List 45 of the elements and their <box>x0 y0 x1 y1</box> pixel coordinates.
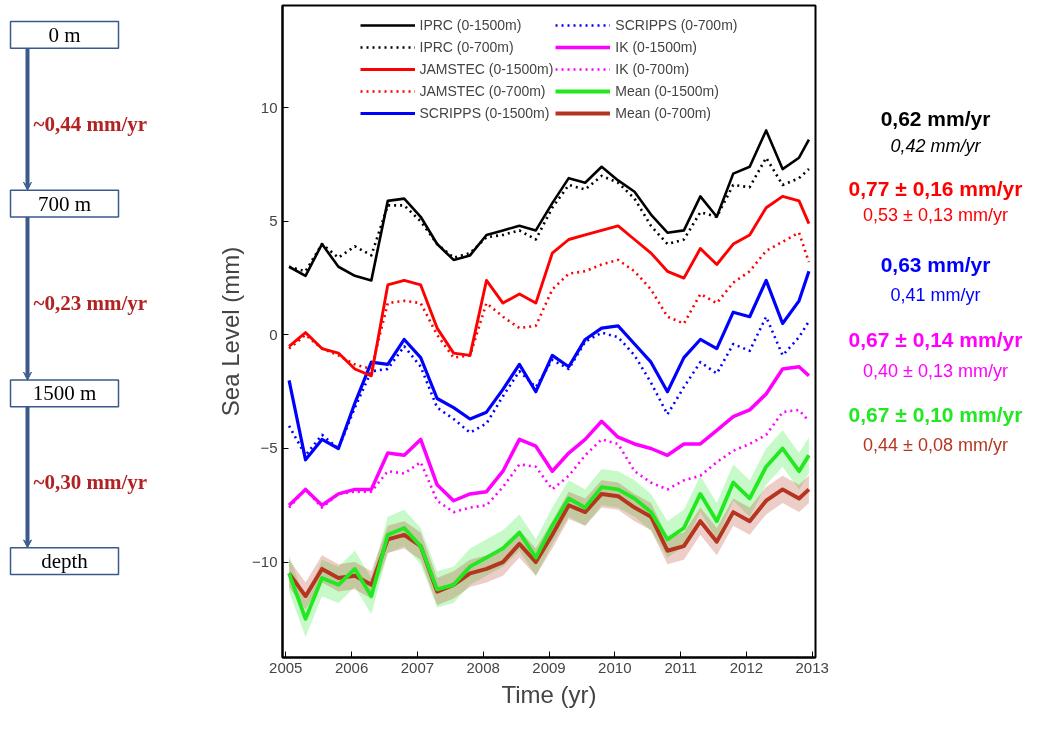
text: 0,42 mm/yr <box>890 135 982 156</box>
text: 0,40 ± 0,13 mm/yr <box>863 361 1008 382</box>
y-tick-label: −5 <box>260 439 278 457</box>
x-tick-label: 2013 <box>795 658 829 676</box>
text: 0,67 ± 0,10 mm/yr <box>848 402 1023 426</box>
legend-label: Mean (0-700m) <box>615 105 712 121</box>
text: ~0,44 mm/yr <box>33 111 148 136</box>
y-tick-label: 0 <box>269 325 278 343</box>
text: 0,77 ± 0,16 mm/yr <box>848 176 1023 200</box>
text: 0,41 mm/yr <box>890 285 981 306</box>
text: depth <box>41 549 89 574</box>
legend-label: IPRC (0-700m) <box>419 39 514 55</box>
x-tick-label: 2005 <box>269 658 303 676</box>
x-tick-label: 2007 <box>400 658 435 676</box>
text: 0,53 ± 0,13 mm/yr <box>863 205 1008 226</box>
legend-label: IPRC (0-1500m) <box>419 17 522 33</box>
text: 0,63 mm/yr <box>880 252 991 276</box>
text: 0,44 ± 0,08 mm/yr <box>863 435 1008 456</box>
text: ~0,23 mm/yr <box>33 290 148 315</box>
text: 0 m <box>48 22 81 47</box>
legend-label: JAMSTEC (0-700m) <box>419 83 546 99</box>
y-axis-title: Sea Level (mm) <box>217 246 245 417</box>
legend-label: Mean (0-1500m) <box>615 83 719 99</box>
text: ~0,30 mm/yr <box>33 469 148 494</box>
x-tick-label: 2009 <box>532 658 566 676</box>
legend-label: SCRIPPS (0-700m) <box>615 17 738 33</box>
x-tick-label: 2010 <box>598 658 632 676</box>
y-tick-label: 10 <box>260 98 278 116</box>
legend-label: IK (0-700m) <box>615 61 690 77</box>
y-tick-label: 5 <box>269 212 278 230</box>
y-tick-label: −10 <box>252 553 278 571</box>
x-axis-title: Time (yr) <box>501 680 597 708</box>
text: 1500 m <box>32 381 97 406</box>
x-tick-label: 2006 <box>334 658 369 676</box>
x-tick-label: 2008 <box>466 658 500 676</box>
x-tick-label: 2011 <box>664 658 697 676</box>
legend-label: JAMSTEC (0-1500m) <box>419 61 554 77</box>
text: 0,62 mm/yr <box>880 107 991 131</box>
text: 700 m <box>37 191 92 216</box>
legend-label: IK (0-1500m) <box>615 39 698 55</box>
line-series <box>287 269 811 462</box>
legend-label: SCRIPPS (0-1500m) <box>419 105 550 121</box>
x-tick-label: 2012 <box>729 658 764 676</box>
line-series <box>287 446 811 621</box>
text: 0,67 ± 0,14 mm/yr <box>848 327 1023 351</box>
